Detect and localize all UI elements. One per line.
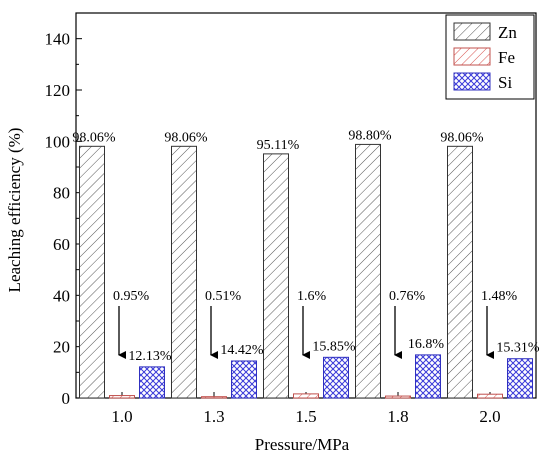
- fe-value-label: 0.76%: [389, 289, 426, 304]
- x-tick-label: 2.0: [479, 407, 500, 426]
- y-tick-label: 100: [45, 132, 71, 151]
- bar-fe: [477, 393, 503, 399]
- x-tick-label: 1.3: [203, 407, 224, 426]
- bars-group: [79, 143, 533, 399]
- x-axis: 1.0 1.3 1.5 1.8 2.0: [111, 392, 501, 426]
- fe-value-label: 1.6%: [297, 289, 327, 304]
- bar-fe: [293, 393, 319, 399]
- zn-value-label: 98.80%: [348, 128, 392, 143]
- y-tick-label: 60: [53, 235, 70, 254]
- si-value-label: 12.13%: [128, 349, 172, 364]
- bar-si: [139, 366, 165, 399]
- value-annotations: 98.06% 0.95% 12.13% 98.06% 0.51% 14.42% 95.11%…: [72, 128, 540, 363]
- bar-fe: [109, 395, 135, 399]
- zn-value-label: 95.11%: [257, 138, 300, 153]
- x-tick-label: 1.0: [111, 407, 132, 426]
- zn-value-label: 98.06%: [72, 130, 116, 145]
- y-axis: 0 20 40 60 80 100 120 140: [45, 30, 82, 408]
- x-tick-label: 1.5: [295, 407, 316, 426]
- bar-zn: [263, 153, 289, 399]
- y-tick-label: 20: [53, 338, 70, 357]
- bar-zn: [447, 145, 473, 399]
- legend-label-fe: Fe: [498, 48, 515, 67]
- y-tick-label: 80: [53, 184, 70, 203]
- si-value-label: 16.8%: [408, 337, 445, 352]
- legend-swatch-zn: [453, 22, 491, 41]
- zn-value-label: 98.06%: [440, 130, 484, 145]
- zn-value-label: 98.06%: [164, 130, 208, 145]
- y-tick-label: 140: [45, 30, 71, 49]
- bar-si: [415, 354, 441, 399]
- bar-fe: [385, 395, 411, 399]
- fe-value-label: 0.51%: [205, 289, 242, 304]
- y-axis-title: Leaching efficiency (%): [5, 128, 24, 293]
- y-tick-label: 120: [45, 81, 71, 100]
- bar-fe: [201, 396, 227, 399]
- fe-value-label: 1.48%: [481, 289, 518, 304]
- bar-zn: [355, 143, 381, 399]
- fe-value-label: 0.95%: [113, 289, 150, 304]
- x-tick-label: 1.8: [387, 407, 408, 426]
- si-value-label: 15.31%: [496, 341, 540, 356]
- legend: Zn Fe Si: [445, 14, 535, 100]
- si-value-label: 15.85%: [312, 339, 356, 354]
- legend-swatch-si: [453, 72, 491, 91]
- si-value-label: 14.42%: [220, 343, 264, 358]
- y-tick-label: 40: [53, 286, 70, 305]
- bar-si: [507, 358, 533, 399]
- bar-zn: [79, 145, 105, 399]
- x-axis-title: Pressure/MPa: [255, 435, 350, 454]
- bar-si: [231, 360, 257, 399]
- legend-swatch-fe: [453, 47, 491, 66]
- legend-label-zn: Zn: [498, 23, 517, 42]
- legend-label-si: Si: [498, 73, 512, 92]
- bar-zn: [171, 145, 197, 399]
- y-tick-label: 0: [62, 389, 71, 408]
- bar-si: [323, 356, 349, 399]
